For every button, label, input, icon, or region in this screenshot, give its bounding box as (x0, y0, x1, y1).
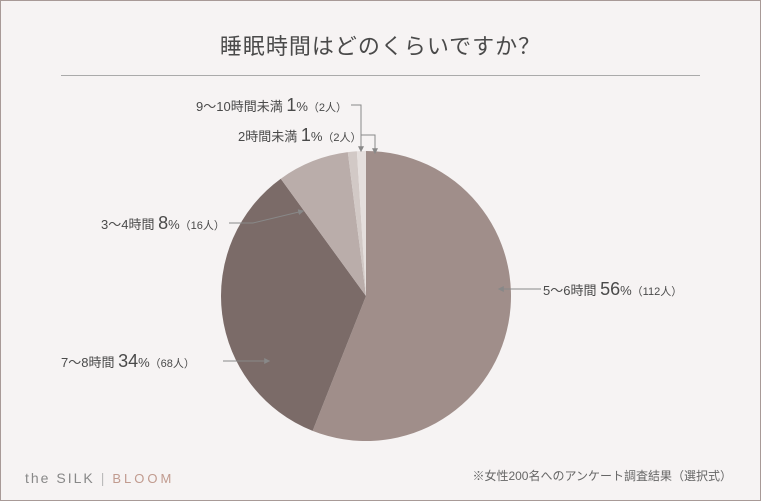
slice-category: 5～6時間 (543, 283, 600, 298)
slice-percent: 1 (301, 125, 311, 145)
chart-title: 睡眠時間はどのくらいですか？ (1, 1, 760, 75)
slice-category: 9～10時間未満 (196, 99, 286, 114)
brand-right: BLOOM (112, 471, 174, 486)
pie-chart-area: 5～6時間 56%（112人） 7～8時間 34%（68人） 3～4時間 8%（… (1, 81, 761, 451)
title-underline (61, 75, 700, 76)
leader-line (361, 135, 375, 153)
slice-percent: 1 (286, 95, 296, 115)
percent-suffix: % (311, 129, 323, 144)
slice-percent: 8 (158, 213, 168, 233)
slice-count: （16人） (180, 220, 225, 232)
slice-count: （112人） (632, 286, 683, 298)
slice-label-3-4h: 3～4時間 8%（16人） (101, 213, 225, 234)
slice-count: （2人） (322, 132, 361, 144)
percent-suffix: % (296, 99, 308, 114)
brand-left: the SILK (25, 470, 95, 486)
footer-note: ※女性200名へのアンケート調査結果（選択式） (472, 467, 732, 484)
slice-count: （2人） (308, 102, 347, 114)
pie-chart-svg (1, 81, 761, 451)
slice-category: 3～4時間 (101, 217, 158, 232)
slice-category: 2時間未満 (238, 129, 301, 144)
percent-suffix: % (620, 283, 632, 298)
percent-suffix: % (138, 355, 150, 370)
slice-label-5-6h: 5～6時間 56%（112人） (543, 279, 682, 300)
slice-label-2h: 2時間未満 1%（2人） (238, 125, 362, 146)
slice-label-9-10h: 9～10時間未満 1%（2人） (196, 95, 347, 116)
slice-percent: 56 (600, 279, 620, 299)
brand-separator: | (101, 470, 107, 486)
slice-percent: 34 (118, 351, 138, 371)
brand-logo: the SILK | BLOOM (25, 470, 174, 486)
slice-label-7-8h: 7～8時間 34%（68人） (61, 351, 195, 372)
percent-suffix: % (168, 217, 180, 232)
slice-count: （68人） (150, 358, 195, 370)
slice-category: 7～8時間 (61, 355, 118, 370)
